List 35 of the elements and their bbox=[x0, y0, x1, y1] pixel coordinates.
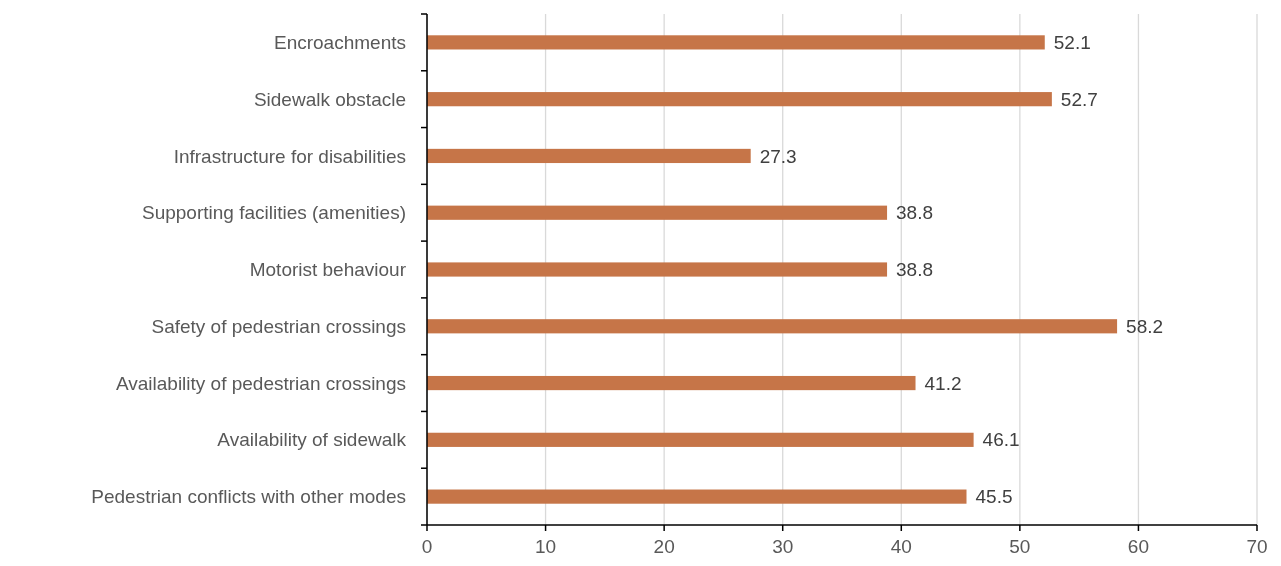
x-tick-label: 60 bbox=[1127, 536, 1149, 557]
data-label: 41.2 bbox=[924, 372, 962, 394]
y-tick-label: Pedestrian conflicts with other modes bbox=[91, 486, 406, 508]
bar bbox=[427, 92, 1052, 107]
data-label: 27.3 bbox=[759, 145, 797, 167]
bar bbox=[427, 375, 916, 391]
x-tick-label: 10 bbox=[535, 536, 557, 557]
data-label: 46.1 bbox=[982, 429, 1020, 451]
bar bbox=[427, 262, 888, 277]
y-tick-label: Encroachments bbox=[273, 32, 406, 54]
bar bbox=[427, 319, 1118, 334]
y-tick-label: Safety of pedestrian crossings bbox=[151, 315, 406, 337]
bar bbox=[427, 148, 751, 164]
y-tick-label: Availability of pedestrian crossings bbox=[115, 372, 406, 394]
x-tick-label: 20 bbox=[653, 536, 675, 557]
bar bbox=[427, 205, 888, 220]
x-tick-label: 40 bbox=[890, 536, 912, 557]
data-label: 52.1 bbox=[1053, 32, 1091, 54]
x-tick-label: 30 bbox=[772, 536, 794, 557]
x-tick-label: 0 bbox=[421, 536, 433, 557]
x-tick-label: 50 bbox=[1009, 536, 1031, 557]
data-label: 38.8 bbox=[896, 259, 934, 281]
data-label: 38.8 bbox=[896, 202, 934, 224]
y-tick-label: Supporting facilities (amenities) bbox=[141, 202, 406, 224]
y-tick-label: Infrastructure for disabilities bbox=[173, 145, 406, 167]
bar bbox=[427, 489, 967, 504]
bar bbox=[427, 432, 974, 447]
y-tick-label: Availability of sidewalk bbox=[217, 429, 407, 451]
data-label: 58.2 bbox=[1126, 315, 1164, 337]
data-label: 45.5 bbox=[975, 486, 1013, 508]
y-tick-label: Motorist behaviour bbox=[249, 259, 407, 281]
data-label: 52.7 bbox=[1060, 88, 1098, 110]
x-tick-label: 70 bbox=[1246, 536, 1268, 557]
y-tick-label: Sidewalk obstacle bbox=[253, 88, 406, 110]
bar bbox=[427, 35, 1045, 50]
